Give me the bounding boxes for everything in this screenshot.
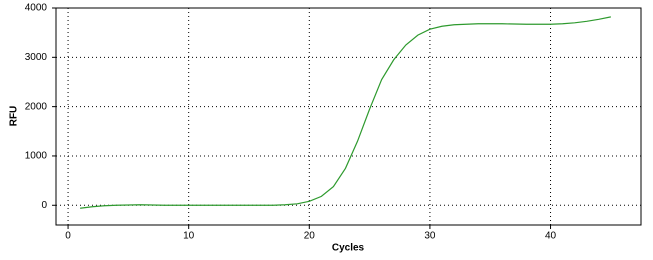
y-axis-label: RFU	[9, 106, 20, 127]
x-tick-label: 30	[424, 231, 436, 242]
y-tick-label: 1000	[25, 151, 48, 162]
x-tick-label: 10	[183, 231, 195, 242]
y-tick-label: 3000	[25, 52, 48, 63]
y-tick-label: 2000	[25, 101, 48, 112]
x-axis-label: Cycles	[332, 243, 365, 254]
plot-frame	[55, 7, 642, 226]
x-tick-label: 20	[304, 231, 316, 242]
y-tick-label: 4000	[25, 3, 48, 14]
y-tick-label: 0	[41, 200, 47, 211]
amplification-curve	[80, 16, 611, 209]
x-tick-label: 0	[65, 231, 71, 242]
x-tick-label: 40	[545, 231, 557, 242]
